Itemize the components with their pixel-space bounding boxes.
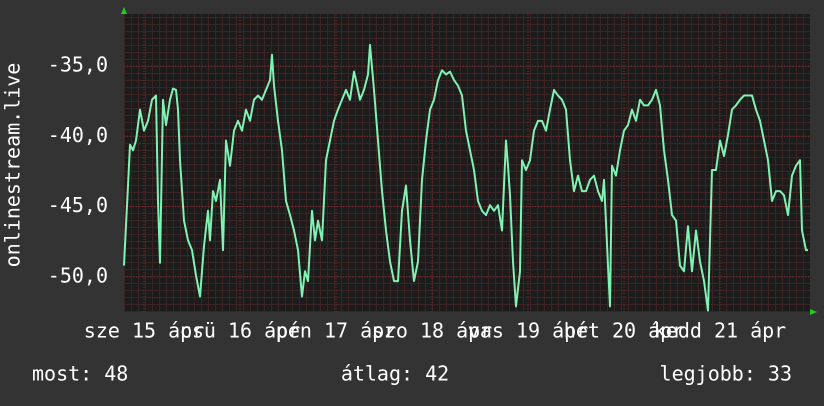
y-tick-label: -40,0 [48, 123, 108, 147]
data-line [123, 43, 808, 312]
x-tick-label: vas 19 ápr [468, 319, 588, 343]
y-tick-label: -35,0 [48, 53, 108, 77]
minor-grid [124, 14, 810, 312]
y-axis-label: onlinestream.live [1, 63, 25, 268]
x-tick-label: sze 15 ápr [84, 319, 204, 343]
x-tick-label: pén 17 ápr [276, 319, 396, 343]
y-tick-label: -45,0 [48, 193, 108, 217]
y-axis-arrow [121, 7, 127, 14]
x-tick-label: szo 18 ápr [372, 319, 492, 343]
x-tick-label: kedd 21 ápr [654, 319, 786, 343]
x-tick-label: hét 20 ápr [564, 319, 684, 343]
footer-stat: most: 48 [32, 362, 128, 386]
footer-stat: átlag: 42 [341, 362, 449, 386]
footer-stat: legjobb: 33 [660, 362, 792, 386]
x-axis-arrow [810, 309, 817, 315]
y-tick-label: -50,0 [48, 263, 108, 287]
x-tick-label: csü 16 ápr [180, 319, 300, 343]
